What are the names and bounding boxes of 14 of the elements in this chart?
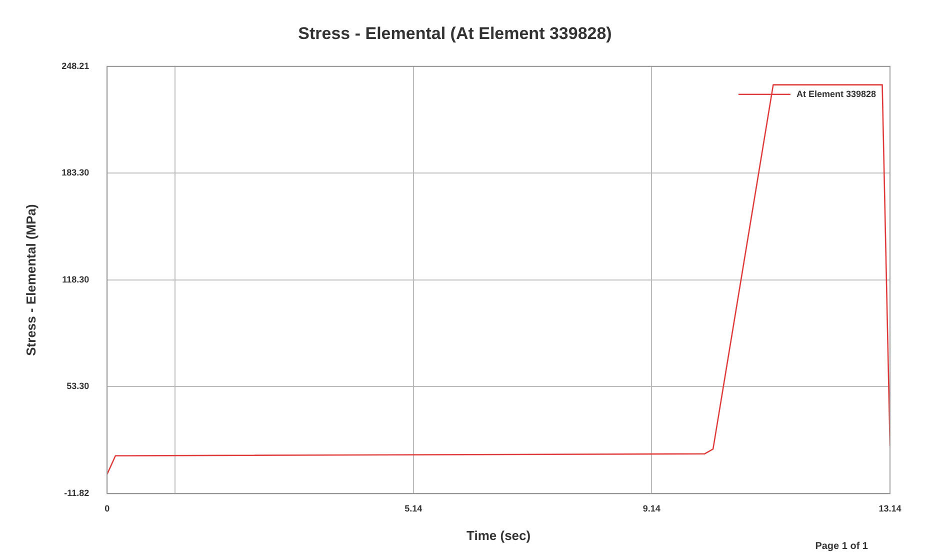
x-tick-label: 13.14 bbox=[878, 503, 902, 514]
y-tick-label: 118.30 bbox=[62, 274, 90, 284]
y-tick-label: -11.82 bbox=[64, 488, 90, 498]
chart-title: Stress - Elemental (At Element 339828) bbox=[298, 24, 612, 43]
series-label: At Element 339828 bbox=[796, 88, 876, 99]
text: Page 1 of 1 bbox=[815, 541, 868, 552]
x-tick-label: 9.14 bbox=[642, 503, 660, 514]
y-axis-title: Stress - Elemental (MPa) bbox=[23, 204, 38, 356]
y-tick-label: 248.21 bbox=[62, 60, 90, 71]
x-axis-title: Time (sec) bbox=[466, 528, 531, 543]
y-tick-label: 53.30 bbox=[66, 381, 90, 392]
y-tick-label: 183.30 bbox=[62, 168, 90, 178]
x-tick-label: 5.14 bbox=[404, 503, 422, 514]
x-tick-label: 0 bbox=[104, 503, 110, 514]
